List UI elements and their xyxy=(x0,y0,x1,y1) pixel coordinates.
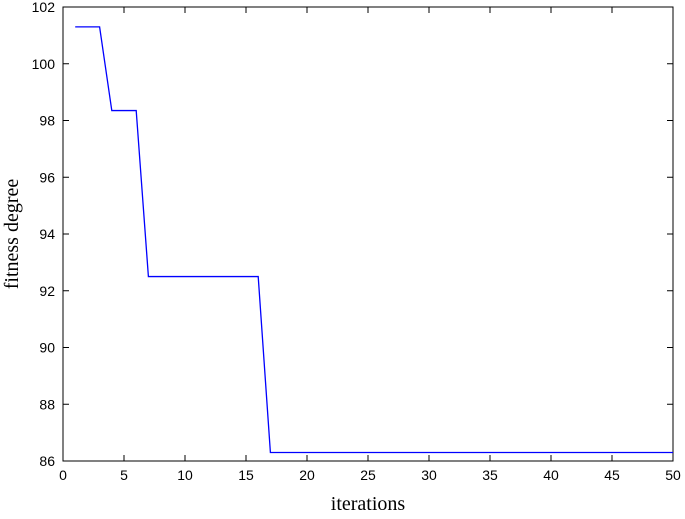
x-tick-label: 10 xyxy=(177,467,193,483)
y-tick-label: 86 xyxy=(39,453,55,469)
y-tick-label: 100 xyxy=(32,56,56,72)
x-tick-label: 40 xyxy=(543,467,559,483)
y-axis-label: fitness degree xyxy=(1,179,23,290)
y-tick-label: 92 xyxy=(39,283,55,299)
x-tick-label: 15 xyxy=(238,467,254,483)
x-tick-label: 45 xyxy=(604,467,620,483)
x-axis-label: iterations xyxy=(331,493,406,515)
plot-frame xyxy=(62,6,674,462)
x-tick-label: 25 xyxy=(360,467,376,483)
data-line xyxy=(75,26,673,454)
y-tick-label: 102 xyxy=(32,0,56,15)
x-tick-label: 50 xyxy=(665,467,681,483)
y-tick-label: 98 xyxy=(39,113,55,129)
x-tick-label: 20 xyxy=(299,467,315,483)
x-tick-label: 5 xyxy=(120,467,128,483)
y-tick-label: 96 xyxy=(39,169,55,185)
y-tick-label: 90 xyxy=(39,340,55,356)
y-tick-label: 94 xyxy=(39,226,55,242)
x-tick-label: 30 xyxy=(421,467,437,483)
x-tick-label: 35 xyxy=(482,467,498,483)
x-tick-label: 0 xyxy=(59,467,67,483)
y-tick-label: 88 xyxy=(39,396,55,412)
